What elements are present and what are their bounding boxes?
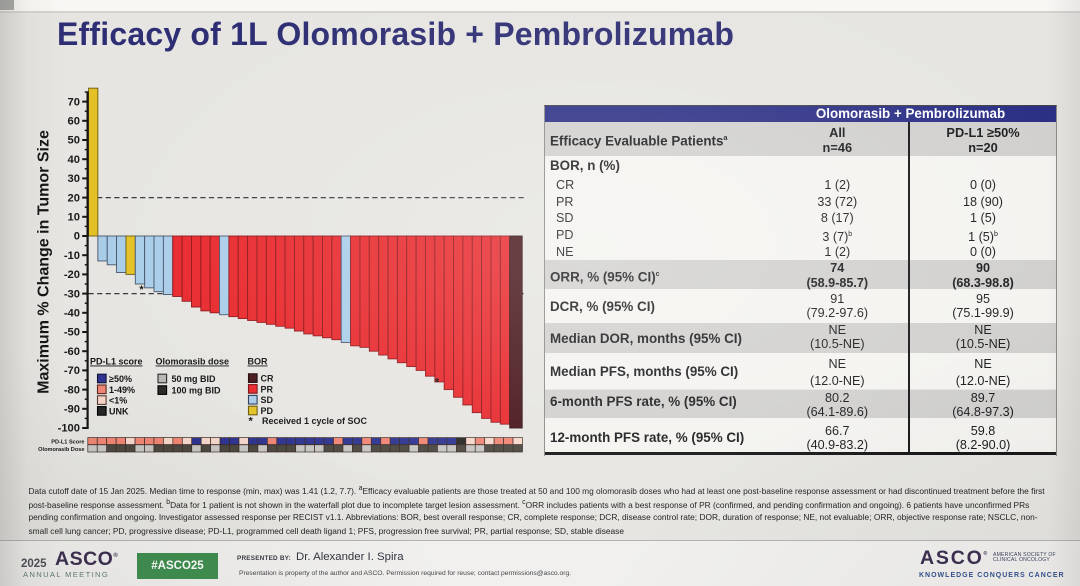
svg-text:20: 20: [68, 192, 80, 204]
svg-text:1-49%: 1-49%: [109, 385, 135, 395]
svg-text:Olomorasib Dose: Olomorasib Dose: [38, 447, 84, 453]
svg-text:-30: -30: [64, 288, 80, 300]
svg-text:40: 40: [68, 154, 80, 166]
svg-text:-80: -80: [64, 384, 80, 396]
svg-text:-20: -20: [64, 269, 80, 281]
svg-text:*: *: [435, 377, 440, 389]
svg-text:≥50%: ≥50%: [109, 374, 132, 384]
svg-text:50: 50: [68, 135, 80, 147]
svg-text:70: 70: [68, 96, 80, 108]
svg-text:Received 1 cycle of SOC: Received 1 cycle of SOC: [262, 416, 368, 426]
svg-text:PD-L1 score: PD-L1 score: [90, 357, 143, 367]
svg-text:-70: -70: [64, 365, 80, 377]
svg-text:PD: PD: [261, 406, 274, 416]
svg-text:30: 30: [68, 173, 80, 185]
svg-text:SD: SD: [261, 395, 274, 405]
svg-text:Olomorasib dose: Olomorasib dose: [156, 357, 230, 367]
svg-text:-100: -100: [58, 423, 80, 435]
svg-text:-40: -40: [64, 308, 80, 320]
svg-text:CR: CR: [261, 374, 274, 384]
svg-text:PD-L1 Score: PD-L1 Score: [51, 440, 84, 446]
svg-text:PR: PR: [261, 384, 274, 394]
svg-text:100 mg BID: 100 mg BID: [172, 386, 222, 396]
svg-text:60: 60: [68, 116, 80, 128]
svg-text:10: 10: [68, 212, 80, 224]
svg-text:<1%: <1%: [109, 396, 127, 406]
svg-text:UNK: UNK: [109, 406, 129, 416]
svg-text:BOR: BOR: [248, 357, 269, 367]
svg-text:Maximum % Change in Tumor Size: Maximum % Change in Tumor Size: [36, 130, 53, 394]
svg-text:*: *: [249, 416, 254, 428]
svg-text:-60: -60: [64, 346, 80, 358]
svg-text:0: 0: [74, 231, 80, 243]
svg-text:*: *: [139, 284, 144, 296]
svg-text:-10: -10: [64, 250, 80, 262]
svg-text:-90: -90: [64, 404, 80, 416]
svg-text:-50: -50: [64, 327, 80, 339]
svg-text:50 mg BID: 50 mg BID: [172, 374, 217, 384]
